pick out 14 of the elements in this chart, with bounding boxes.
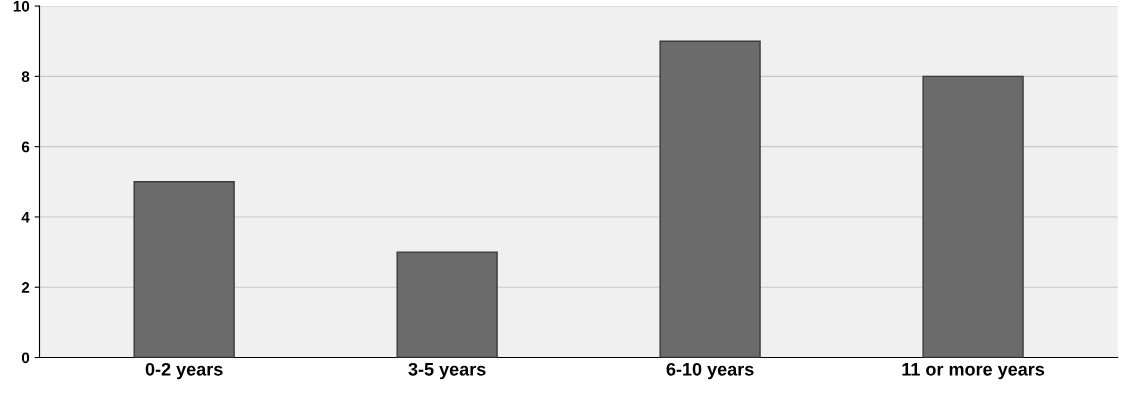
y-tick-label: 2 (21, 282, 30, 293)
x-tick-label: 11 or more years (902, 363, 1045, 380)
y-tick-label: 0 (21, 352, 30, 364)
x-tick-label: 3-5 years (408, 362, 486, 380)
y-tick-label: 4 (21, 211, 30, 223)
bar (396, 251, 498, 358)
x-tick-label: 0-2 years (145, 362, 223, 380)
x-tick-label: 6-10 years (666, 362, 754, 380)
y-tick-label: 10 (13, 0, 30, 12)
y-tick-label: 8 (21, 71, 30, 83)
bar (922, 75, 1024, 358)
y-tick-label: 6 (21, 141, 30, 153)
bar (659, 40, 761, 358)
bar (133, 181, 235, 358)
